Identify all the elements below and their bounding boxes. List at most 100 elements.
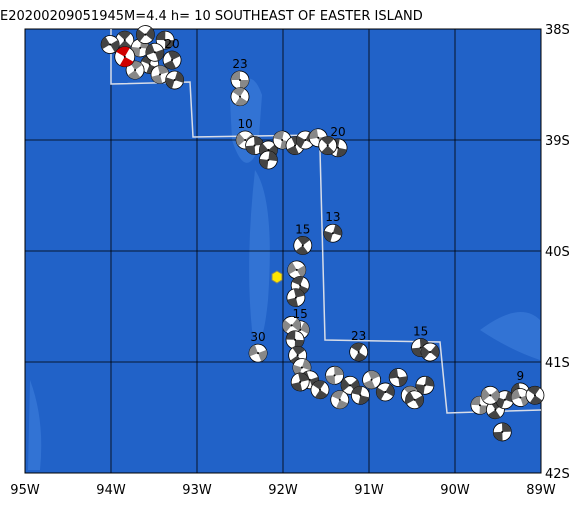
ball-center xyxy=(419,346,422,349)
y-tick-label: 38S xyxy=(545,23,570,38)
ball-quadrant xyxy=(231,71,249,90)
focal-mechanism xyxy=(115,30,135,50)
focal-mechanism xyxy=(362,370,381,390)
depth-label: 15 xyxy=(293,307,308,321)
ball-center xyxy=(296,354,299,357)
ball-quadrant xyxy=(325,366,344,385)
y-tick-label: 41S xyxy=(545,356,570,371)
ball-center xyxy=(109,43,112,46)
focal-mechanism xyxy=(293,236,313,255)
depth-label: 20 xyxy=(330,125,345,139)
ball-quadrant xyxy=(136,27,155,42)
title: E20200209051945M=4.4 h= 10 SOUTHEAST OF … xyxy=(0,9,423,24)
focal-mechanism xyxy=(325,365,345,385)
x-tick-label: 94W xyxy=(96,483,126,498)
ball-center xyxy=(139,46,142,49)
ball-center xyxy=(294,296,297,299)
ball-quadrant xyxy=(151,65,169,84)
ball-center xyxy=(290,324,293,327)
focal-mechanism xyxy=(405,390,424,410)
y-tick-label: 42S xyxy=(545,467,570,482)
ball-quadrant xyxy=(101,36,120,53)
ball-quadrant xyxy=(511,388,530,407)
ball-center xyxy=(338,398,341,401)
focal-mechanism xyxy=(310,380,330,400)
focal-mechanism xyxy=(480,385,500,405)
ball-center xyxy=(253,144,256,147)
ball-center xyxy=(134,69,137,72)
ball-center xyxy=(384,390,387,393)
x-tick-label: 89W xyxy=(526,483,556,498)
depth-label: 15 xyxy=(413,325,428,339)
ball-center xyxy=(413,398,416,401)
depth-label: 15 xyxy=(295,222,310,236)
focal-mechanism xyxy=(248,343,268,363)
ball-center xyxy=(123,55,126,58)
focal-mechanism xyxy=(290,372,310,392)
focal-mechanism xyxy=(420,342,440,362)
ball-quadrant xyxy=(290,346,305,365)
ball-quadrant xyxy=(291,276,309,295)
ball-center xyxy=(503,398,506,401)
x-tick-label: 91W xyxy=(354,483,384,498)
ball-center xyxy=(489,394,492,397)
ball-center xyxy=(239,95,241,98)
focal-mechanism xyxy=(492,422,512,442)
ball-quadrant xyxy=(405,391,424,408)
ball-center xyxy=(299,284,302,287)
ball-center xyxy=(318,388,321,391)
ball-quadrant xyxy=(481,388,500,403)
ball-center xyxy=(294,144,297,147)
ball-quadrant xyxy=(321,136,335,155)
depth-label: 23 xyxy=(232,57,247,71)
events xyxy=(100,25,545,442)
ball-quadrant xyxy=(312,380,328,399)
focal-mechanism xyxy=(282,315,302,335)
depth-label: 30 xyxy=(250,330,265,344)
focal-mechanism xyxy=(114,46,136,68)
ball-center xyxy=(301,244,304,247)
ball-quadrant xyxy=(351,386,370,405)
ball-center xyxy=(501,430,504,433)
ball-quadrant xyxy=(291,372,309,391)
ball-quadrant xyxy=(163,51,181,70)
ball-quadrant xyxy=(232,87,248,106)
ball-center xyxy=(478,404,481,407)
focal-mechanism xyxy=(145,42,165,62)
ball-quadrant xyxy=(470,396,489,415)
depth-label: 13 xyxy=(325,210,340,224)
focal-mechanism xyxy=(258,150,278,170)
y-tick-label: 39S xyxy=(545,134,570,149)
focal-mechanism xyxy=(388,368,408,387)
ball-center xyxy=(359,394,362,397)
ball-quadrant xyxy=(118,31,132,50)
ball-center xyxy=(337,146,340,149)
x-tick-label: 95W xyxy=(10,483,40,498)
ball-center xyxy=(333,374,336,377)
focal-mechanism xyxy=(230,70,250,90)
focal-mechanism xyxy=(125,60,145,80)
x-tick-label: 92W xyxy=(268,483,298,498)
ball-quadrant xyxy=(287,288,305,307)
ball-center xyxy=(164,39,167,42)
ball-quadrant xyxy=(411,338,430,357)
ball-quadrant xyxy=(116,46,134,67)
ball-center xyxy=(349,384,352,387)
ball-quadrant xyxy=(495,391,514,409)
ball-center xyxy=(331,232,334,235)
ball-center xyxy=(317,136,320,139)
ball-center xyxy=(257,352,260,355)
ball-center xyxy=(533,394,536,397)
ball-quadrant xyxy=(493,422,512,441)
ball-center xyxy=(123,39,126,42)
depth-label: 9 xyxy=(517,369,525,383)
focal-mechanism xyxy=(525,385,545,405)
ball-quadrant xyxy=(286,330,305,349)
ball-center xyxy=(281,139,284,141)
depth-label: 20 xyxy=(164,37,179,51)
x-tick-label: 93W xyxy=(182,483,212,498)
ball-quadrant xyxy=(156,31,175,50)
ball-center xyxy=(144,33,147,36)
focal-mechanism xyxy=(150,65,170,84)
focal-mechanism xyxy=(162,50,182,70)
